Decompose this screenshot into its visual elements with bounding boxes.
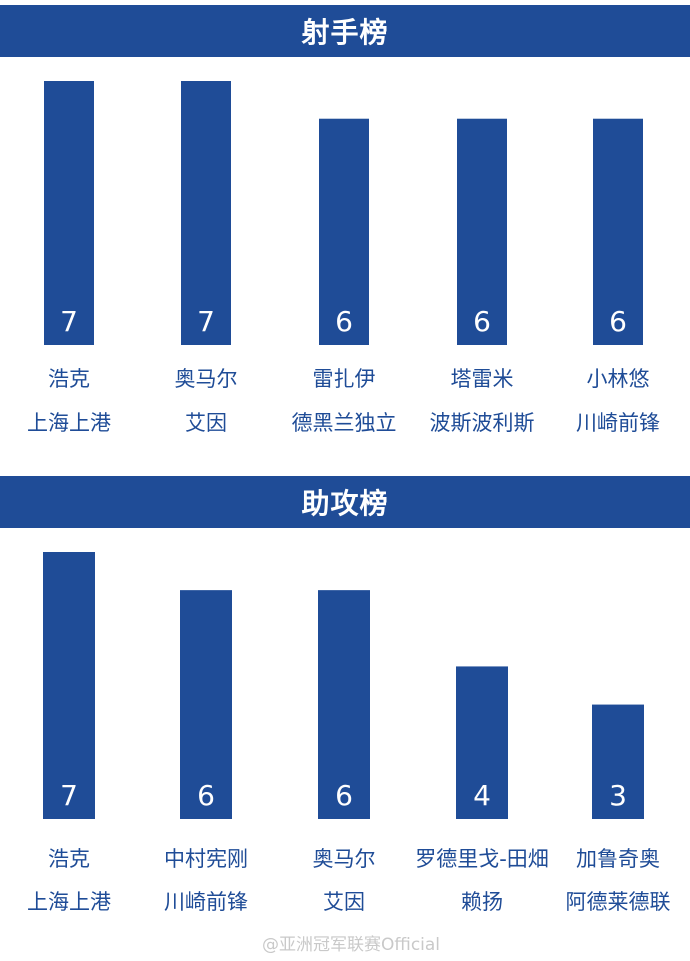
team-name-2: 艾因 [185, 411, 227, 435]
player-name-3: 雷扎伊 [313, 367, 376, 391]
bar-1 [43, 552, 95, 819]
player-name-3: 奥马尔 [313, 847, 376, 871]
value-label-4: 4 [473, 779, 491, 812]
team-name-4: 赖扬 [461, 890, 503, 914]
team-name-1: 上海上港 [27, 411, 111, 435]
player-name-1: 浩克 [48, 367, 90, 391]
value-label-3: 6 [335, 305, 353, 338]
assists-section-title: 助攻榜 [0, 476, 690, 528]
bar-2 [181, 81, 231, 345]
bar-1 [44, 81, 94, 345]
value-label-3: 6 [335, 779, 353, 812]
bar-3 [318, 590, 370, 819]
value-label-4: 6 [473, 305, 491, 338]
team-name-4: 波斯波利斯 [430, 411, 535, 435]
scorers-section-title: 射手榜 [0, 5, 690, 57]
value-label-1: 7 [60, 779, 78, 812]
player-name-2: 中村宪刚 [164, 847, 248, 871]
value-label-1: 7 [60, 305, 78, 338]
value-label-2: 7 [197, 305, 215, 338]
bar-4 [457, 118, 507, 345]
team-name-3: 德黑兰独立 [292, 411, 397, 435]
value-label-2: 6 [197, 779, 215, 812]
team-name-5: 阿德莱德联 [566, 890, 671, 914]
bar-2 [180, 590, 232, 819]
player-name-1: 浩克 [48, 847, 90, 871]
team-name-3: 艾因 [323, 890, 365, 914]
value-label-5: 3 [609, 779, 627, 812]
player-name-4: 塔雷米 [451, 367, 514, 391]
value-label-5: 6 [609, 305, 627, 338]
bar-4 [456, 666, 508, 819]
bar-5 [593, 118, 643, 345]
team-name-1: 上海上港 [27, 890, 111, 914]
bar-5 [592, 704, 644, 819]
player-name-4: 罗德里戈-田畑 [415, 847, 549, 871]
team-name-5: 川崎前锋 [576, 411, 660, 435]
team-name-2: 川崎前锋 [164, 890, 248, 914]
bar-3 [319, 118, 369, 345]
player-name-5: 加鲁奇奥 [576, 847, 660, 871]
player-name-2: 奥马尔 [175, 367, 238, 391]
weibo-watermark: @亚洲冠军联赛Official [262, 935, 441, 955]
player-name-5: 小林悠 [587, 367, 650, 391]
